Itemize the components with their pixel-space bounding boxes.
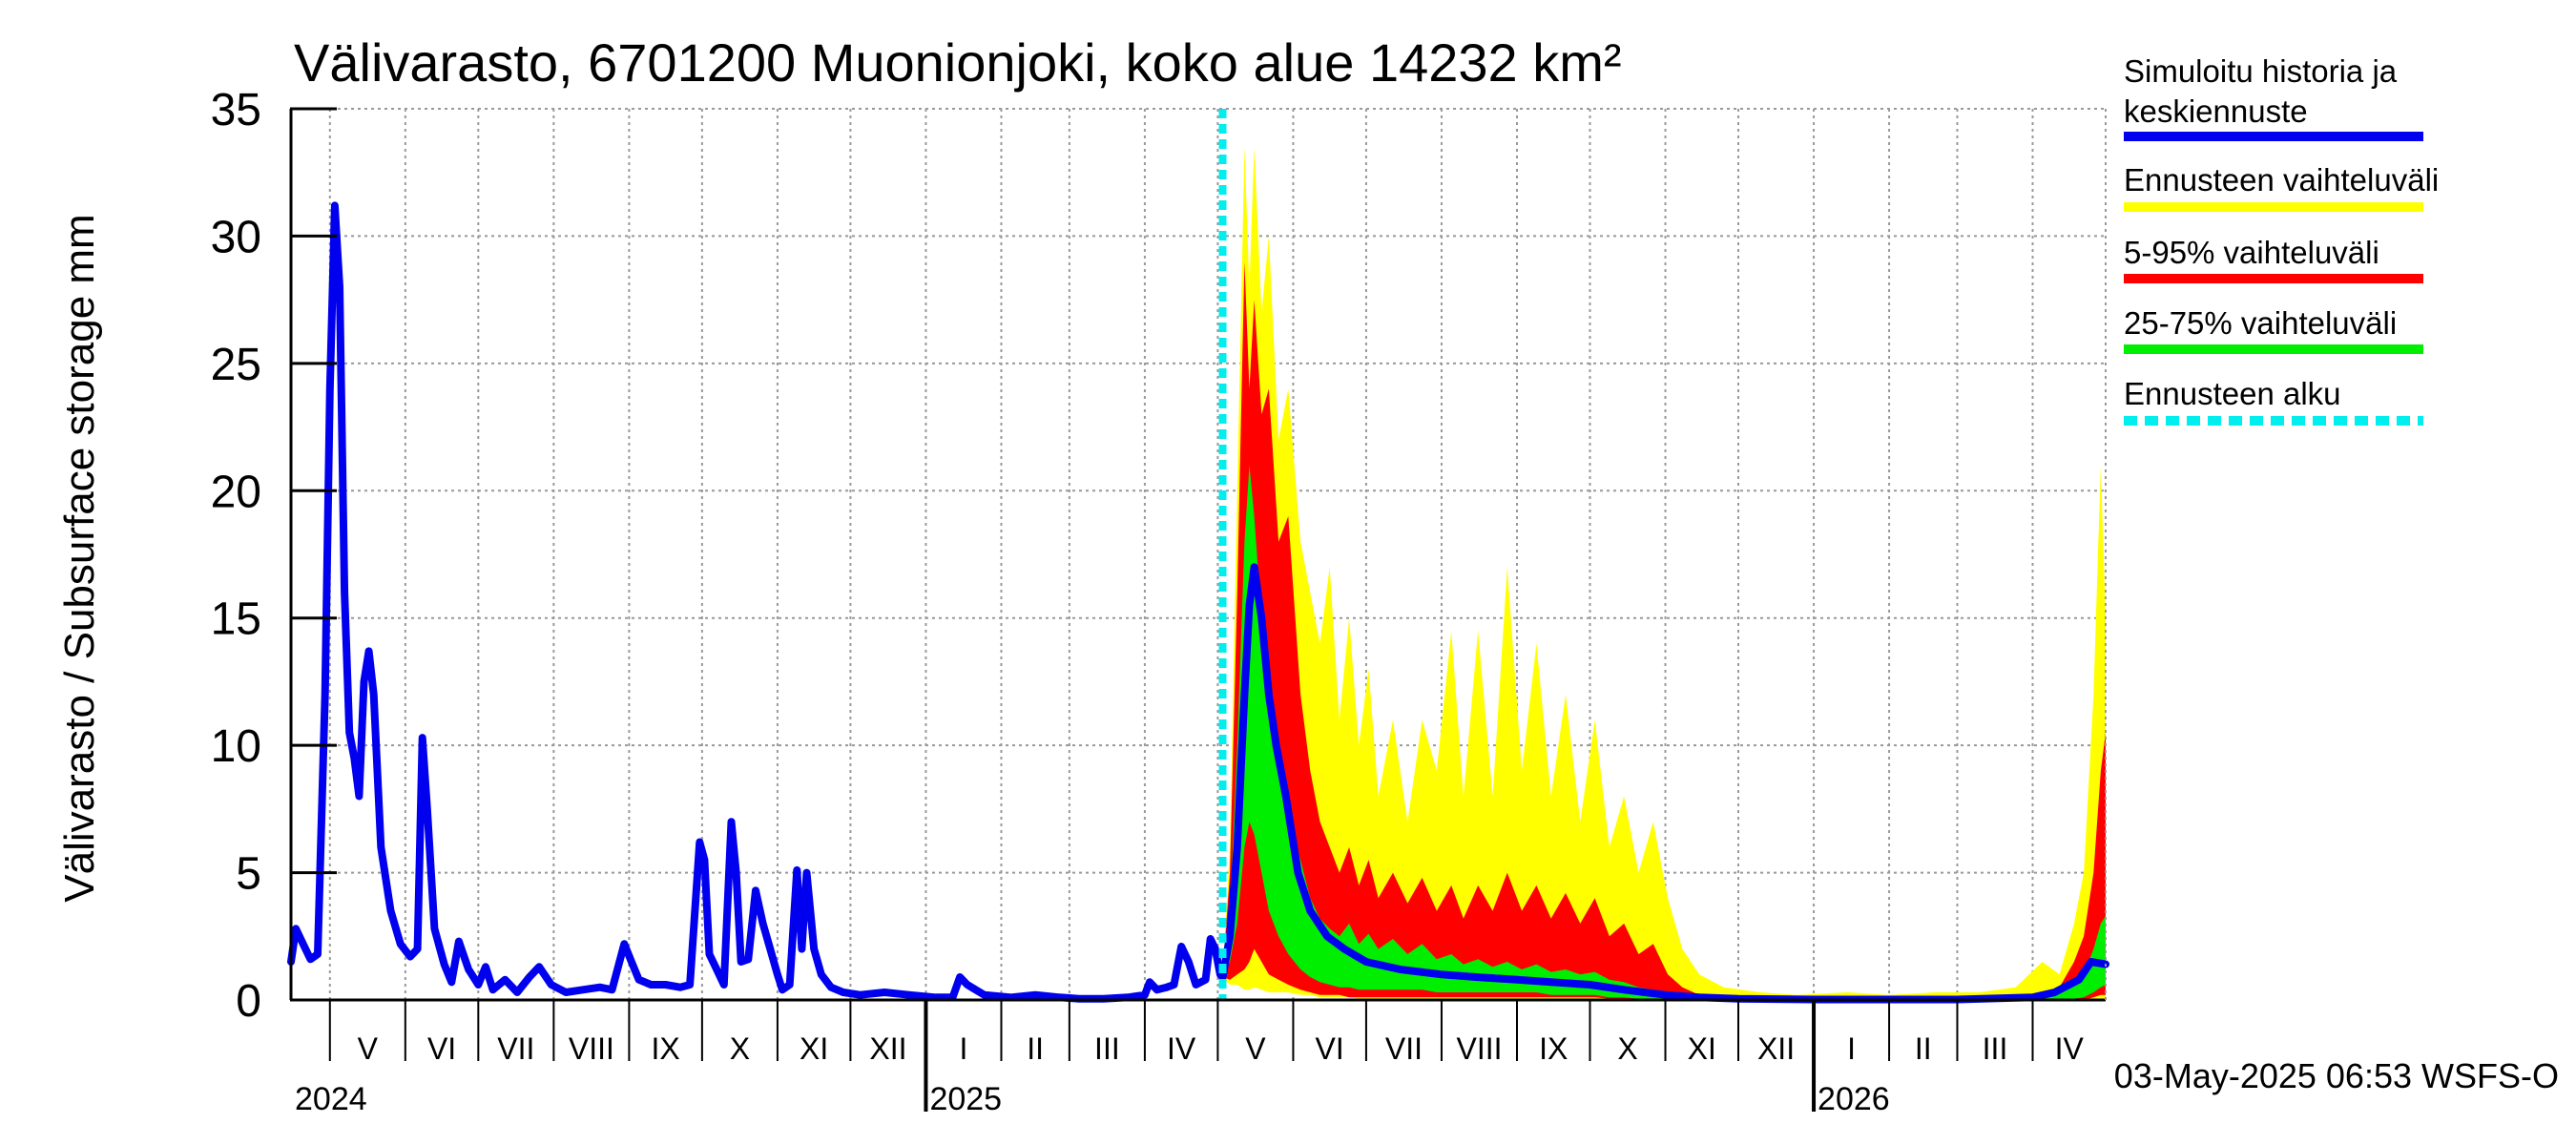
footer-timestamp: 03-May-2025 06:53 WSFS-O xyxy=(2114,1056,2559,1095)
band-layer xyxy=(1222,147,2106,1001)
band-min-max xyxy=(1222,147,2106,1000)
x-tick-label: X xyxy=(1617,1031,1637,1066)
x-tick-label: I xyxy=(960,1031,968,1066)
legend-item: Ennusteen alku xyxy=(2124,376,2423,426)
legend-label: 25-75% vaihteluväli xyxy=(2124,305,2397,341)
x-tick-label: II xyxy=(1915,1031,1932,1066)
x-tick-label: IX xyxy=(1539,1031,1568,1066)
legend-item: 25-75% vaihteluväli xyxy=(2124,305,2423,354)
y-tick-label: 35 xyxy=(211,85,261,135)
x-tick-label: V xyxy=(1245,1031,1266,1066)
x-tick-label: VI xyxy=(1316,1031,1344,1066)
y-tick-label: 5 xyxy=(236,849,261,900)
x-tick-label: IV xyxy=(2055,1031,2085,1066)
legend-label: 5-95% vaihteluväli xyxy=(2124,235,2379,270)
history-line xyxy=(287,201,1227,1003)
x-tick-label: XI xyxy=(800,1031,828,1066)
y-tick-label: 0 xyxy=(236,976,261,1027)
year-label: 2024 xyxy=(295,1081,367,1117)
y-tick-label: 15 xyxy=(211,594,261,645)
x-tick-label: IV xyxy=(1167,1031,1196,1066)
x-tick-label: II xyxy=(1027,1031,1044,1066)
chart-title: Välivarasto, 6701200 Muonionjoki, koko a… xyxy=(294,32,1622,93)
band-25-75 xyxy=(1222,465,2106,1001)
x-tick-label: VIII xyxy=(1456,1031,1502,1066)
x-tick-label: VII xyxy=(1385,1031,1423,1066)
x-tick-label: VI xyxy=(427,1031,456,1066)
legend-label-line: keskiennuste xyxy=(2124,94,2308,129)
legend-label: Simuloitu historia ja keskiennuste xyxy=(2124,53,2398,129)
x-tick-label: VII xyxy=(497,1031,534,1066)
year-label: 2025 xyxy=(929,1081,1002,1117)
y-tick-label: 20 xyxy=(211,467,261,517)
x-tick-label: III xyxy=(1983,1031,2008,1066)
legend-item: Simuloitu historia ja keskiennuste xyxy=(2124,53,2423,141)
legend-label: Ennusteen alku xyxy=(2124,376,2341,411)
year-label: 2026 xyxy=(1818,1081,1890,1117)
y-axis-label: Välivarasto / Subsurface storage mm xyxy=(56,214,103,902)
legend-label-line: Simuloitu historia ja xyxy=(2124,53,2398,89)
x-tick-label: XII xyxy=(869,1031,906,1066)
legend-item: 5-95% vaihteluväli xyxy=(2124,235,2423,283)
x-tick-label: X xyxy=(730,1031,750,1066)
x-tick-label: VIII xyxy=(569,1031,614,1066)
legend-label: Ennusteen vaihteluväli xyxy=(2124,162,2439,198)
x-tick-label: IX xyxy=(652,1031,680,1066)
y-tick-label: 30 xyxy=(211,212,261,262)
x-tick-label: V xyxy=(358,1031,379,1066)
x-tick-label: XII xyxy=(1757,1031,1795,1066)
legend: Simuloitu historia ja keskiennuste Ennuste… xyxy=(2124,53,2439,426)
y-tick-label: 10 xyxy=(211,721,261,772)
x-tick-label: III xyxy=(1094,1031,1120,1066)
legend-item: Ennusteen vaihteluväli xyxy=(2124,162,2439,212)
x-tick-label: XI xyxy=(1688,1031,1716,1066)
x-tick-label: I xyxy=(1847,1031,1856,1066)
y-tick-label: 25 xyxy=(211,340,261,390)
